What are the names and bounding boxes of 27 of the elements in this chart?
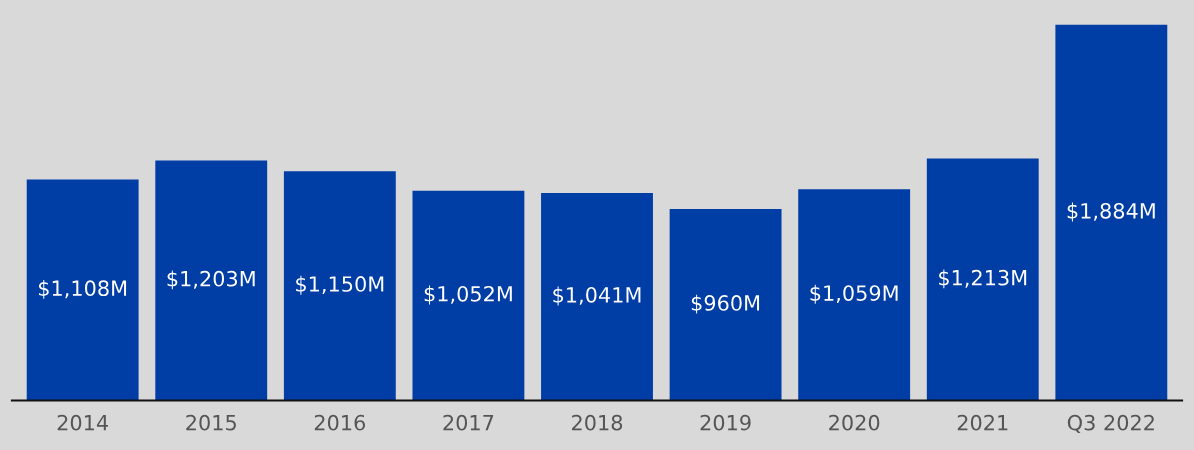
x-tick-label: 2016	[314, 414, 366, 431]
x-tick-label: 2020	[829, 414, 880, 431]
bar	[283, 171, 396, 401]
bar	[541, 192, 653, 401]
bar	[798, 189, 911, 401]
bar	[412, 190, 525, 401]
data-label: $1,203M	[167, 270, 255, 290]
x-tick-label: 2021	[957, 414, 1008, 431]
data-label: $1,884M	[1067, 202, 1155, 222]
bar	[155, 160, 268, 401]
bar	[26, 179, 139, 401]
data-label: $1,059M	[810, 284, 898, 304]
data-label: $960M	[691, 294, 760, 314]
bar	[1055, 24, 1168, 401]
bar	[669, 209, 782, 401]
x-tick-label: 2015	[186, 414, 236, 431]
data-label: $1,041M	[553, 286, 641, 306]
x-tick-label: 2018	[572, 414, 623, 431]
x-tick-label: 2019	[700, 414, 751, 431]
x-tick-label: Q3 2022	[1067, 414, 1154, 433]
bar	[926, 158, 1039, 401]
data-label: $1,213M	[939, 269, 1027, 289]
data-label: $1,052M	[424, 285, 512, 305]
x-tick-label: 2014	[57, 414, 108, 431]
x-tick-label: 2017	[443, 414, 494, 431]
data-label: $1,150M	[296, 275, 384, 295]
data-label: $1,108M	[38, 279, 127, 299]
